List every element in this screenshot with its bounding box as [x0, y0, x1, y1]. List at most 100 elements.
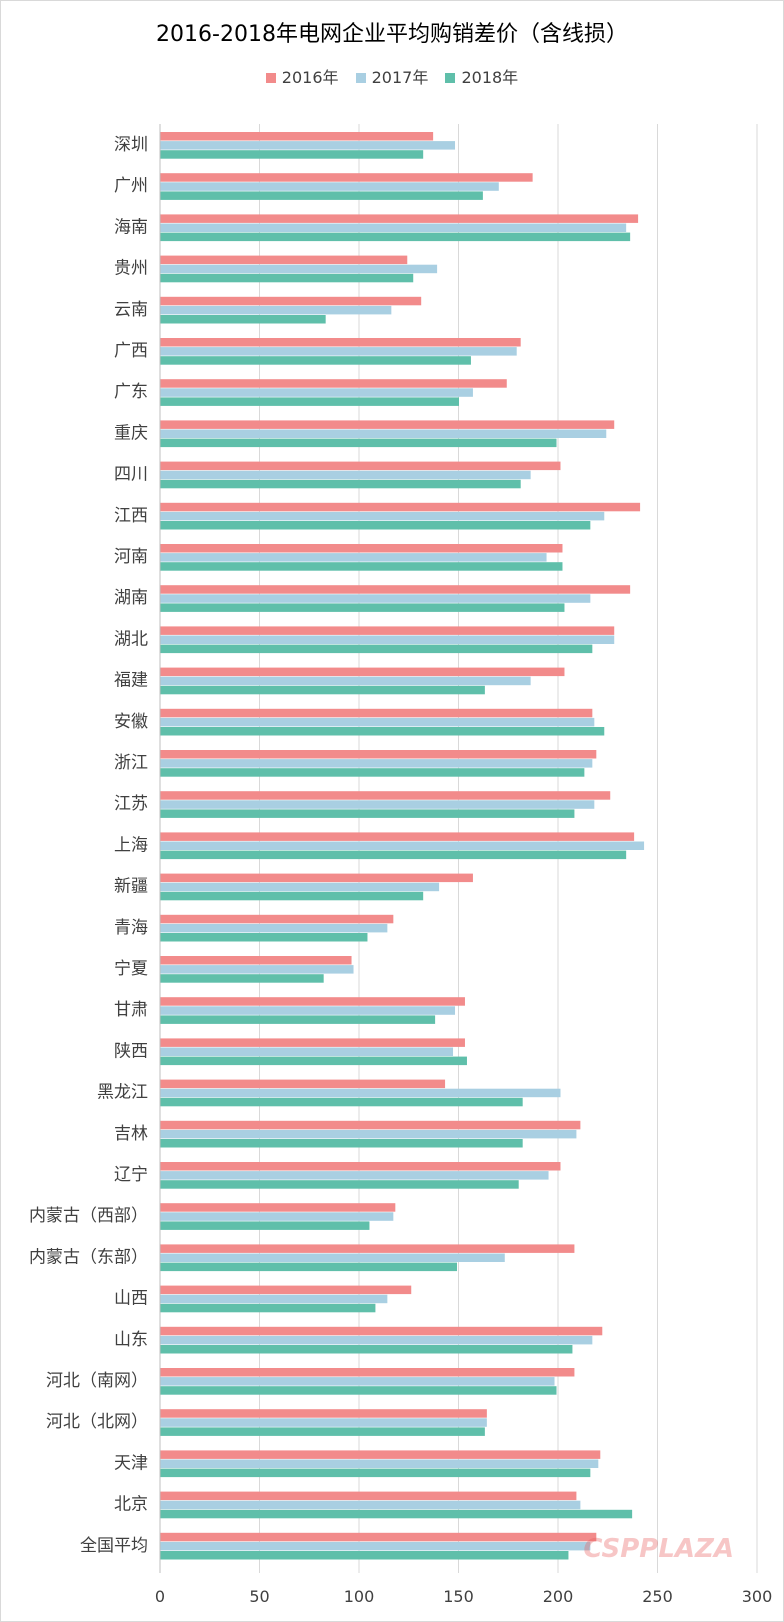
bar-2016	[160, 1285, 412, 1295]
bar-2016	[160, 1120, 581, 1130]
bar-2017	[160, 1294, 388, 1304]
category-label: 河北（北网）	[46, 1412, 148, 1432]
bar-2018	[160, 1097, 523, 1107]
bar-2017	[160, 223, 627, 232]
legend-swatch-2017	[355, 73, 366, 83]
bar-2016	[160, 296, 422, 306]
bar-2017	[160, 882, 440, 892]
bar-2016	[160, 214, 639, 223]
category-label: 吉林	[114, 1124, 148, 1144]
category-label: 湖北	[114, 629, 148, 649]
bar-2017	[160, 141, 456, 150]
category-label: 安徽	[114, 712, 148, 732]
bar-2018	[160, 1303, 376, 1313]
x-tick-label: 150	[443, 1587, 474, 1606]
chart-title: 2016-2018年电网企业平均购销差价（含线损）	[156, 22, 628, 47]
bar-2017	[160, 264, 438, 274]
bar-2017	[160, 759, 593, 768]
category-label: 青海	[114, 918, 148, 938]
bar-2018	[160, 438, 557, 448]
bar-2018	[160, 356, 471, 365]
legend-swatch-2018	[445, 73, 456, 83]
bar-2017	[160, 1129, 577, 1139]
bar-2016	[160, 502, 641, 512]
bar-2016	[160, 1203, 396, 1212]
bar-2018	[160, 644, 593, 654]
legend-label-2016: 2016年	[281, 68, 339, 87]
bar-2016	[160, 255, 408, 265]
bar-2018	[160, 1345, 573, 1354]
bar-2017	[160, 1212, 394, 1221]
bar-2018	[160, 1221, 370, 1230]
bar-2016	[160, 708, 593, 718]
bar-2017	[160, 1171, 549, 1180]
legend-label-2018: 2018年	[461, 68, 519, 87]
bar-2017	[160, 717, 595, 727]
bar-2018	[160, 397, 459, 406]
bar-2018	[160, 1139, 523, 1148]
watermark-text: CSPPLAZA	[583, 1534, 734, 1564]
category-label: 上海	[114, 835, 148, 855]
bar-2016	[160, 173, 533, 182]
category-label: 新疆	[114, 877, 148, 897]
category-label: 四川	[114, 465, 148, 485]
bar-2018	[160, 1015, 436, 1024]
bar-2018	[160, 850, 627, 860]
bar-2017	[160, 1335, 593, 1345]
bar-2016	[160, 667, 565, 677]
bar-2017	[160, 429, 607, 438]
category-label: 深圳	[114, 135, 148, 155]
x-tick-label: 0	[155, 1587, 165, 1606]
category-label: 山西	[114, 1289, 148, 1309]
bar-2017	[160, 841, 645, 850]
bar-2018	[160, 809, 575, 818]
bar-2016	[160, 461, 561, 471]
category-label: 湖南	[114, 588, 148, 608]
category-label: 内蒙古（西部）	[29, 1206, 148, 1226]
bar-2017	[160, 470, 531, 480]
bar-2017	[160, 1459, 599, 1468]
category-label: 河南	[114, 547, 148, 567]
bar-2018	[160, 1180, 519, 1189]
bar-2018	[160, 150, 424, 159]
bar-2016	[160, 626, 615, 635]
bar-2017	[160, 800, 595, 809]
bar-2017	[160, 1047, 454, 1056]
bar-2018	[160, 685, 485, 695]
bar-2016	[160, 379, 507, 388]
category-label: 海南	[114, 217, 148, 237]
bar-2017	[160, 923, 388, 933]
x-tick-label: 100	[344, 1587, 375, 1606]
category-label: 宁夏	[114, 959, 148, 979]
bar-2018	[160, 1468, 591, 1478]
bar-2016	[160, 997, 465, 1006]
category-label: 广西	[114, 341, 148, 361]
bar-2018	[160, 1262, 458, 1272]
category-label: 云南	[114, 300, 148, 320]
bar-2018	[160, 1551, 569, 1560]
bar-2016	[160, 832, 635, 841]
bar-2016	[160, 338, 521, 347]
bar-2016	[160, 132, 434, 141]
bar-2017	[160, 1418, 487, 1427]
category-label: 山东	[114, 1330, 148, 1350]
legend-item-2016: 2016年	[265, 64, 339, 88]
bar-2017	[160, 594, 591, 603]
legend-item-2017: 2017年	[355, 64, 429, 88]
bar-2016	[160, 750, 597, 759]
bar-2018	[160, 1056, 467, 1066]
bar-2016	[160, 1491, 577, 1501]
bar-2017	[160, 1541, 591, 1551]
bar-2018	[160, 727, 605, 736]
bar-2018	[160, 974, 324, 983]
category-label: 甘肃	[114, 1000, 148, 1020]
legend-label-2017: 2017年	[371, 68, 429, 87]
bar-2017	[160, 1377, 555, 1386]
bar-2016	[160, 1368, 575, 1377]
category-label: 福建	[114, 671, 148, 691]
bar-2016	[160, 544, 563, 553]
category-label: 广州	[114, 176, 148, 196]
bar-2017	[160, 635, 615, 644]
bar-2016	[160, 585, 631, 594]
